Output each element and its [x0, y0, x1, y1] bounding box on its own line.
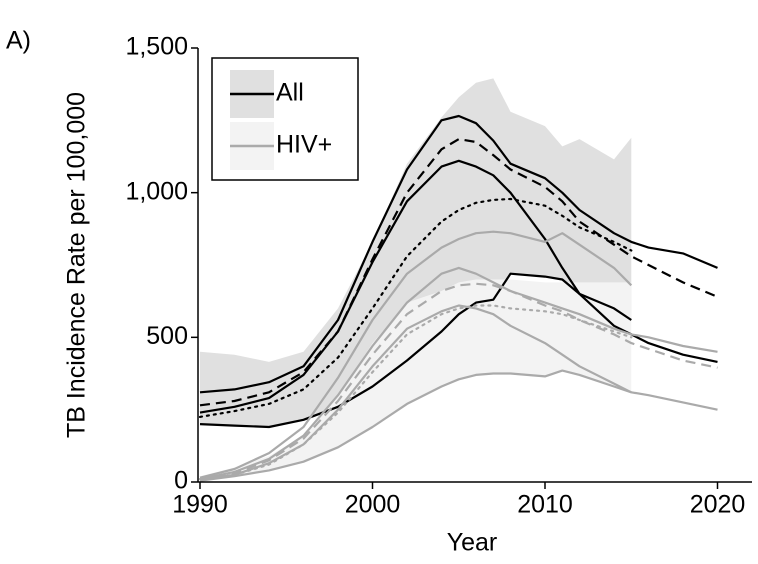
y-tick-label: 1,500 [125, 33, 188, 61]
x-tick-label: 2020 [690, 491, 746, 519]
legend-label: All [276, 79, 304, 107]
line [199, 114, 718, 394]
panel-label: A) [6, 27, 31, 55]
y-tick-label: 1,000 [125, 177, 188, 205]
legend-label: HIV+ [276, 131, 332, 159]
band [200, 78, 632, 428]
line [199, 272, 632, 429]
line [199, 266, 718, 481]
line [199, 138, 718, 407]
y-axis-title: TB Incidence Rate per 100,000 [63, 92, 91, 438]
line [199, 282, 718, 481]
line [198, 197, 633, 418]
line [199, 230, 633, 479]
x-tick-label: 2010 [517, 491, 573, 519]
x-tick-label: 2000 [345, 491, 401, 519]
line [199, 304, 632, 481]
x-tick-label: 1990 [172, 491, 228, 519]
band [200, 279, 632, 481]
y-tick-label: 500 [146, 322, 188, 350]
x-axis-title: Year [447, 529, 498, 557]
y-tick-label: 0 [174, 467, 188, 495]
